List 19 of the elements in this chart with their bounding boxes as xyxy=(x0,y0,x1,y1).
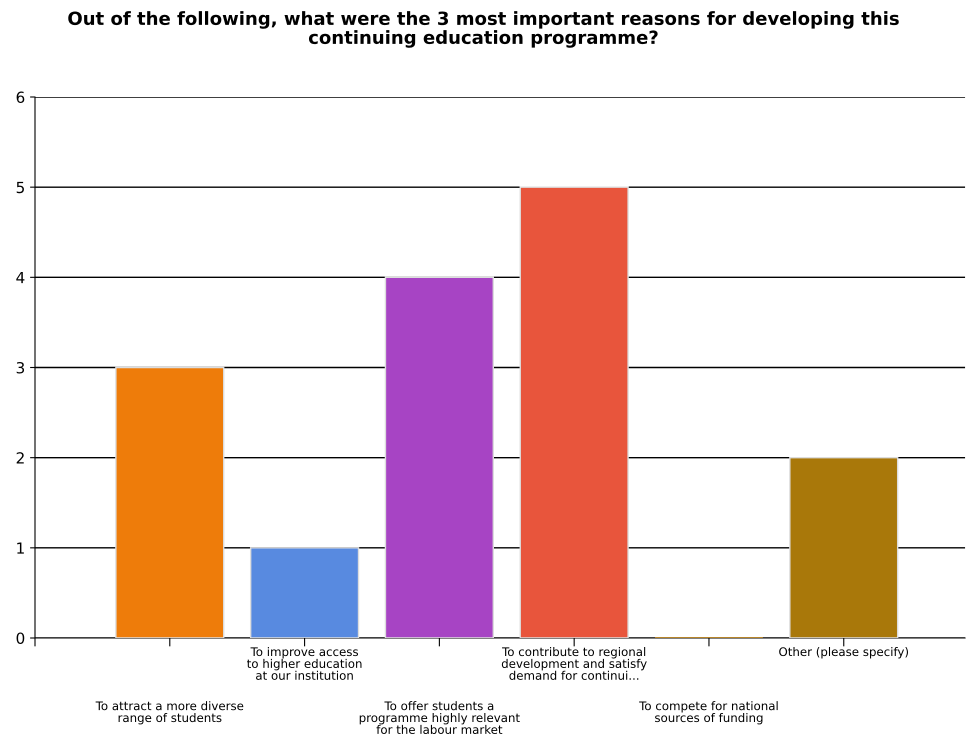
y-tick-label: 6 xyxy=(16,91,24,104)
y-tick-label: 3 xyxy=(16,362,24,374)
y-tick-label: 4 xyxy=(16,272,24,284)
x-tick-label: Other (please specify) xyxy=(779,647,908,658)
y-tick-label: 0 xyxy=(16,632,24,644)
x-tick-label: To contribute to regional development and satisfy demand for continui... xyxy=(502,647,647,680)
x-tick-label: To improve access to higher education at our institution xyxy=(247,647,362,680)
bar xyxy=(115,366,224,638)
chart-title: Out of the following, what were the 3 most important reasons for developing this continuing education programme? xyxy=(68,11,899,48)
x-tick-label: To attract a more diverse range of students xyxy=(96,701,244,724)
y-tick-label: 1 xyxy=(17,542,24,554)
y-tick-label: 5 xyxy=(16,182,24,194)
bar xyxy=(520,186,629,638)
y-tick-label: 2 xyxy=(16,452,24,464)
x-tick-label: To offer students a programme highly relevant for the labour market xyxy=(360,701,520,734)
x-tick-label: To compete for national sources of funding xyxy=(639,701,778,724)
bar xyxy=(384,276,494,638)
bar xyxy=(789,456,898,638)
bar xyxy=(250,547,360,638)
